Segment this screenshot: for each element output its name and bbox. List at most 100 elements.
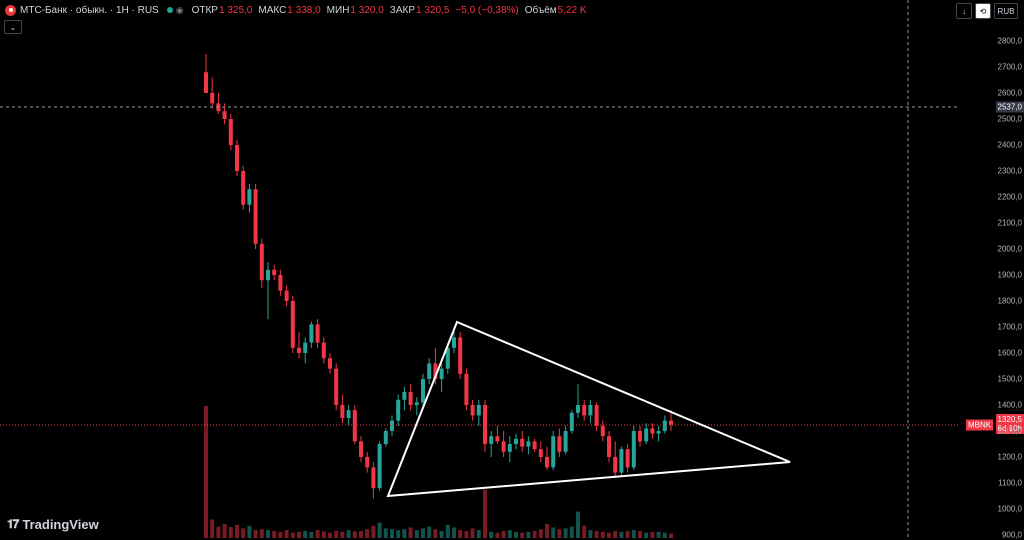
price-tick: 1800,0 — [997, 296, 1022, 306]
symbol-title[interactable]: МТС-Банк · обыкн. · 1H · RUS — [20, 4, 159, 16]
volume-bar — [241, 528, 246, 538]
volume-bar — [402, 529, 407, 538]
candle-body — [204, 72, 208, 93]
price-tick: 2400,0 — [997, 140, 1022, 150]
mts-bank-logo-icon — [5, 4, 16, 16]
volume-bar — [526, 531, 531, 538]
price-tick: 900,0 — [1001, 530, 1022, 540]
candle-body — [619, 449, 624, 473]
volume-bar — [297, 531, 301, 538]
candle-body — [421, 379, 425, 403]
volume-bar — [489, 531, 494, 538]
volume-bar — [365, 529, 370, 538]
volume-bar — [247, 525, 252, 538]
volume-bar — [433, 529, 438, 538]
volume-bar — [266, 530, 270, 538]
download-button[interactable]: ↓ — [956, 3, 972, 19]
volume-bar — [222, 523, 227, 538]
volume-bar — [452, 527, 456, 538]
candles — [204, 54, 673, 499]
candle-body — [297, 347, 301, 353]
candle-body — [222, 111, 227, 119]
volume-bar — [204, 406, 208, 538]
currency-button[interactable]: RUB — [994, 3, 1018, 19]
candle-body — [414, 402, 419, 405]
candle-body — [321, 342, 326, 359]
candle-body — [656, 431, 661, 434]
price-tick: 2800,0 — [997, 36, 1022, 46]
volume-bar — [309, 531, 314, 538]
volume-bar — [259, 529, 264, 538]
candle-body — [489, 436, 494, 444]
candle-body — [328, 358, 332, 369]
candle-body — [669, 420, 673, 425]
crosshair-price-tag: 2537,0 — [995, 101, 1024, 113]
volume-bar — [588, 530, 593, 538]
candle-body — [600, 425, 605, 437]
price-tick: 1200,0 — [997, 452, 1022, 462]
price-tick: 2300,0 — [997, 166, 1022, 176]
price-tick: 1500,0 — [997, 374, 1022, 384]
volume-bar — [650, 531, 655, 538]
volume-bar — [284, 530, 289, 538]
candle-body — [272, 269, 277, 275]
volume-bar — [408, 527, 413, 538]
price-axis[interactable]: 2537,0 MBNK 1320,5 6d 10h 2800,0 2700,0 26… — [960, 20, 1024, 540]
volume-bar — [383, 528, 388, 538]
volume-bar — [371, 525, 376, 538]
candle-body — [346, 410, 351, 418]
candle-body — [644, 428, 649, 442]
volume-bar — [414, 530, 419, 538]
candle-body — [352, 410, 357, 442]
candle-body — [507, 444, 512, 452]
volume-label: Объём — [524, 4, 557, 16]
volume-bar — [582, 525, 587, 538]
candle-body — [228, 119, 233, 145]
volume-bar — [619, 531, 624, 538]
volume-bar — [377, 522, 382, 538]
candle-body — [247, 189, 252, 205]
candle-body — [458, 337, 463, 374]
collapse-legend-button[interactable]: ⌄ — [4, 20, 22, 34]
high-label: МАКС — [258, 4, 287, 16]
volume-bar — [669, 533, 673, 538]
candle-body — [594, 405, 599, 426]
volume-bar — [557, 529, 562, 538]
volume-bar — [303, 530, 308, 538]
tradingview-logo[interactable]: 𝟏𝟕 TradingView — [7, 517, 99, 532]
price-tick: 1700,0 — [997, 322, 1022, 332]
price-tick: 2100,0 — [997, 218, 1022, 228]
candle-body — [569, 412, 574, 431]
candle-body — [259, 243, 264, 281]
candle-body — [495, 436, 500, 442]
candle-body — [452, 337, 456, 348]
candle-body — [631, 431, 636, 468]
countdown: 6d 10h — [997, 424, 1022, 433]
volume-bar — [427, 526, 432, 538]
volume-bar — [507, 530, 512, 538]
candle-body — [551, 436, 556, 468]
volume-bar — [278, 531, 283, 538]
candle-body — [439, 368, 444, 379]
candle-body — [383, 431, 388, 444]
refresh-button[interactable]: ⟲ — [975, 3, 991, 19]
candle-body — [582, 405, 587, 416]
candle-body — [390, 420, 394, 431]
candle-body — [638, 431, 642, 442]
price-tick: 1400,0 — [997, 400, 1022, 410]
price-tick: 1300,0 — [997, 426, 1022, 436]
chevron-down-icon: ⌄ — [9, 22, 17, 32]
volume-bar — [253, 530, 258, 538]
currency-label: RUB — [997, 6, 1015, 16]
volume-bar — [334, 530, 339, 538]
volume-bar — [228, 527, 233, 538]
candle-body — [625, 449, 630, 468]
last-ticker-tag: MBNK — [966, 419, 994, 431]
low-value: 1 320,0 — [350, 4, 384, 16]
candle-body — [303, 342, 308, 353]
eye-icon[interactable]: ◉ — [175, 4, 184, 15]
volume-bar — [445, 524, 450, 538]
candle-body — [377, 444, 382, 489]
symbol-header: МТС-Банк · обыкн. · 1H · RUS ◉ ОТКР 1 32… — [0, 0, 960, 20]
